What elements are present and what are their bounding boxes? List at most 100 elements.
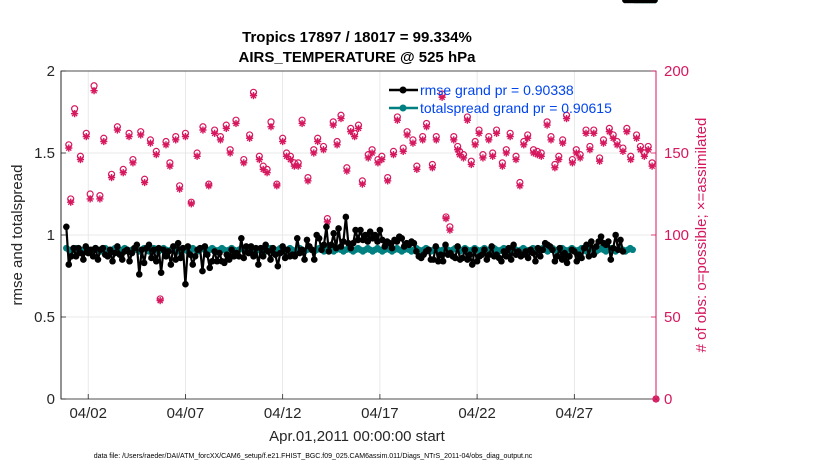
rmse-point — [473, 257, 481, 265]
y-tick-label: 2 — [47, 63, 55, 80]
asterisk-stroke — [137, 131, 144, 138]
rmse-point — [116, 251, 124, 258]
asterisk-stroke — [419, 136, 426, 143]
asterisk-stroke — [365, 154, 372, 161]
asterisk-stroke — [359, 181, 366, 188]
obs-assimilated-marker — [471, 141, 479, 149]
asterisk-stroke — [479, 154, 486, 161]
rmse-point — [109, 257, 116, 265]
obs-assimilated-marker — [240, 159, 248, 167]
obs-assimilated-marker — [100, 137, 108, 146]
x-tick-label: 04/07 — [167, 405, 205, 422]
y-tick-label: 0.5 — [34, 309, 55, 326]
obs-assimilated-marker — [211, 129, 219, 137]
rmse-point — [99, 244, 107, 252]
rmse-point — [393, 238, 401, 245]
rmse-point — [330, 230, 338, 237]
obs-assimilated-marker — [572, 149, 580, 157]
asterisk-stroke — [188, 200, 195, 207]
obs-assimilated-marker — [640, 152, 648, 160]
rmse-point — [583, 241, 590, 249]
rmse-point — [123, 246, 131, 254]
asterisk-stroke — [512, 156, 520, 163]
asterisk-stroke — [586, 146, 593, 153]
rmse-point — [255, 261, 262, 268]
rmse-point — [94, 256, 102, 263]
asterisk-stroke — [205, 182, 212, 189]
asterisk-stroke — [147, 140, 154, 147]
asterisk-stroke — [460, 154, 467, 161]
obs-assimilated-marker — [358, 180, 366, 188]
rmse-point — [425, 246, 432, 254]
right-y-axis-ticks: 0 50 100 150 200 — [651, 63, 689, 408]
obs-assimilated-marker — [428, 164, 436, 172]
rmse-point — [308, 246, 316, 254]
asterisk-stroke — [516, 182, 523, 189]
obs-assimilated-marker — [520, 141, 528, 149]
obs-assimilated-marker — [226, 149, 234, 157]
asterisk-stroke — [577, 154, 584, 161]
rmse-point — [167, 261, 175, 268]
asterisk-stroke — [433, 136, 440, 143]
legend: rmse grand pr = 0.90338 totalspread gran… — [389, 82, 612, 116]
obs-assimilated-marker — [199, 126, 207, 134]
obs-assimilated-marker — [181, 133, 190, 141]
rmse-point — [284, 246, 291, 254]
obs-assimilated-marker — [450, 136, 458, 144]
right-y-axis-label: # of obs: o=possible; ×=assimilated — [693, 118, 710, 353]
asterisk-stroke — [606, 128, 613, 135]
asterisk-stroke — [569, 159, 576, 166]
obs-assimilated-marker — [590, 129, 598, 137]
obs-assimilated-marker — [368, 149, 376, 157]
rmse-point — [498, 257, 505, 265]
obs-assimilated-marker — [479, 154, 487, 162]
asterisk-stroke — [582, 130, 590, 137]
rmse-point — [410, 239, 418, 247]
rmse-point — [461, 246, 469, 254]
asterisk-stroke — [499, 163, 506, 170]
rmse-point — [204, 251, 211, 258]
asterisk-stroke — [446, 227, 453, 234]
asterisk-stroke — [351, 133, 358, 140]
rmse-point — [561, 249, 568, 257]
obs-assimilated-marker — [347, 128, 355, 136]
asterisk-stroke — [211, 130, 218, 137]
asterisk-stroke — [304, 177, 311, 184]
rmse-point — [276, 249, 284, 257]
obs-assimilated-marker — [582, 129, 590, 137]
obs-assimilated-marker — [162, 141, 170, 149]
rmse-point — [617, 236, 624, 244]
obs-assimilated-marker — [76, 155, 85, 164]
obs-assimilated-marker — [605, 128, 613, 136]
y2-tick-label: 100 — [664, 227, 689, 244]
obs-assimilated-marker — [137, 131, 145, 139]
rmse-point — [478, 251, 486, 258]
rmse-point — [376, 226, 384, 234]
asterisk-stroke — [394, 117, 401, 124]
rmse-point — [206, 264, 214, 272]
rmse-point — [152, 257, 160, 265]
asterisk-stroke — [485, 136, 492, 143]
asterisk-stroke — [182, 133, 189, 140]
obs-assimilated-marker — [82, 133, 90, 141]
asterisk-stroke — [126, 133, 133, 140]
obs-assimilated-marker — [413, 165, 421, 173]
obs-assimilated-marker — [403, 131, 411, 139]
rmse-point — [133, 241, 141, 249]
obs-assimilated-marker — [333, 141, 341, 149]
rmse-point — [298, 246, 306, 254]
rmse-point — [481, 246, 488, 254]
obs-assimilated-marker — [249, 92, 258, 100]
asterisk-stroke — [114, 127, 121, 134]
asterisk-stroke — [199, 127, 206, 134]
obs-assimilated-marker — [547, 136, 555, 144]
rmse-point — [301, 256, 308, 263]
rmse-point — [325, 248, 333, 255]
obs-assimilated-marker — [193, 152, 201, 160]
asterisk-stroke — [108, 174, 115, 181]
obs-assimilated-marker — [562, 114, 571, 123]
asterisk-stroke — [172, 136, 179, 143]
rmse-point — [257, 244, 265, 252]
y2-tick-label: 150 — [664, 145, 689, 162]
